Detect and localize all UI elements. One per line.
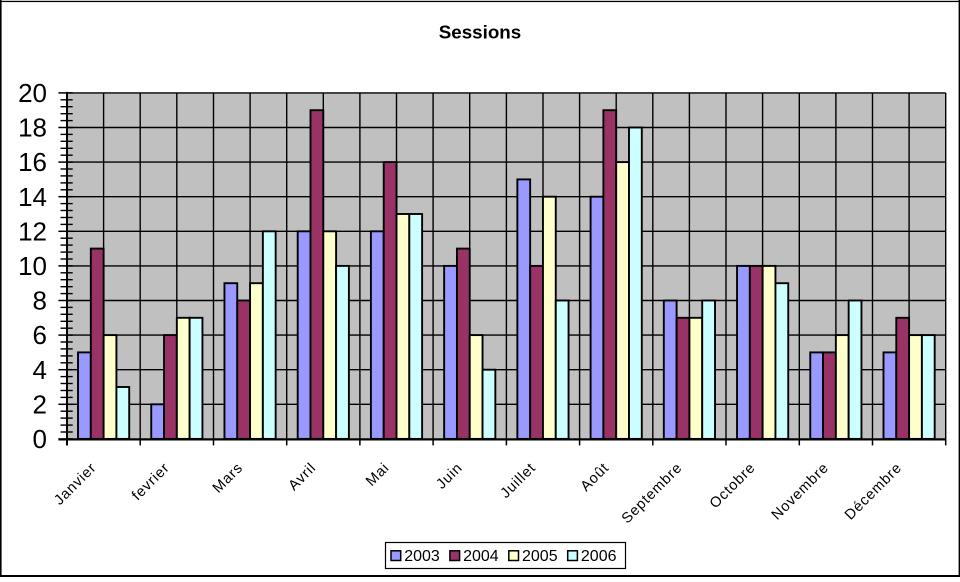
svg-text:6: 6 bbox=[33, 320, 47, 350]
svg-text:14: 14 bbox=[18, 182, 47, 212]
svg-text:10: 10 bbox=[18, 251, 47, 281]
svg-text:20: 20 bbox=[18, 78, 47, 108]
svg-text:18: 18 bbox=[18, 113, 47, 143]
svg-text:2: 2 bbox=[33, 389, 47, 419]
svg-text:2004: 2004 bbox=[463, 548, 499, 565]
svg-text:4: 4 bbox=[33, 355, 47, 385]
svg-text:2003: 2003 bbox=[404, 548, 440, 565]
svg-text:8: 8 bbox=[33, 286, 47, 316]
svg-text:Sessions: Sessions bbox=[439, 21, 521, 42]
svg-text:0: 0 bbox=[33, 424, 47, 454]
svg-text:12: 12 bbox=[18, 216, 47, 246]
svg-text:2005: 2005 bbox=[522, 548, 558, 565]
svg-text:2006: 2006 bbox=[581, 548, 617, 565]
svg-text:16: 16 bbox=[18, 147, 47, 177]
